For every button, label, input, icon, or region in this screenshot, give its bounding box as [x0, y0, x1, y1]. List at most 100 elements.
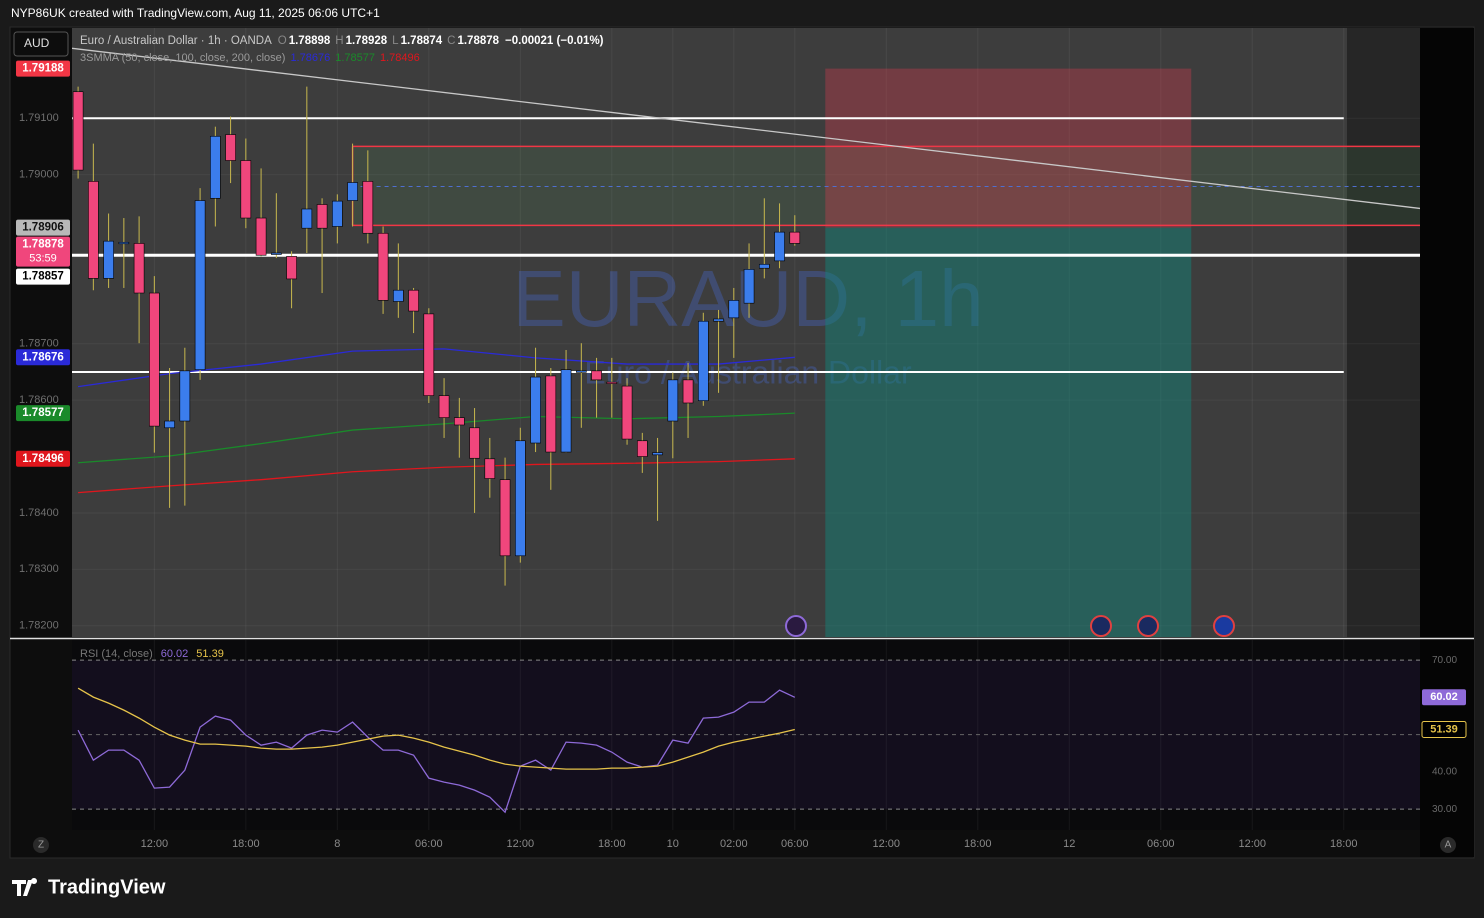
x-tick-label: 06:00: [1147, 838, 1175, 850]
candle-body: [88, 181, 99, 279]
candle-body: [347, 182, 358, 201]
change: −0.00021 (−0.01%): [505, 35, 604, 47]
scale-button-label[interactable]: Z: [38, 840, 44, 851]
rsi-legend: RSI (14, close) 60.02 51.39: [80, 648, 224, 660]
price-tag-label: 1.78857: [22, 271, 64, 283]
candle-body: [713, 318, 724, 322]
event-icon[interactable]: [1090, 615, 1112, 637]
x-tick-label: 18:00: [232, 838, 260, 850]
candle-body: [728, 300, 740, 319]
currency[interactable]: AUD: [24, 36, 50, 50]
x-tick-label: 12:00: [1238, 838, 1266, 850]
y-tick-label: 1.78600: [19, 394, 59, 406]
candle-body: [255, 217, 267, 256]
candle-body: [332, 200, 343, 227]
ohlc-value: 1.78878: [457, 35, 499, 47]
candle-body: [682, 379, 694, 404]
event-icon[interactable]: [1137, 615, 1159, 637]
axes: 12:00 18:00 8 06:00 12:00 18:00 10 02:00 06:00 12…: [16, 60, 1467, 850]
ohlc-value: 1.78898: [289, 35, 331, 47]
price-tag: [16, 268, 70, 285]
price-tag: [16, 236, 70, 267]
ma-legend: 3SMMA (50, close, 100, close, 200, close…: [80, 52, 420, 64]
rsi-line: [77, 689, 796, 814]
symbol-legend: Euro / Australian Dollar · 1h · OANDA O 1.…: [80, 35, 604, 47]
scale-button-label[interactable]: A: [1445, 840, 1452, 851]
rsi-indicator: RSI (14, close): [80, 648, 153, 660]
y-tick-label: 1.78200: [19, 620, 59, 632]
candle-body: [576, 370, 587, 373]
rsi-pane: [72, 640, 1420, 830]
scale-button[interactable]: [33, 837, 49, 853]
currency-box[interactable]: [13, 31, 69, 57]
position-risk: [825, 68, 1192, 228]
candle-body: [545, 375, 557, 453]
candle-body: [454, 417, 465, 426]
x-tick-label: 10: [667, 838, 679, 850]
rsi-tag-label: 60.02: [1430, 691, 1458, 703]
ohlc-letter: H: [335, 35, 343, 47]
trendline: [72, 47, 1420, 210]
candle-body: [698, 320, 709, 402]
candle-body: [301, 208, 313, 229]
rsi-tag: [1421, 720, 1467, 738]
candle-body: [530, 376, 541, 444]
position-reward: [825, 227, 1192, 637]
x-tick-label: 18:00: [598, 838, 626, 850]
y-tick-label: 1.78300: [19, 563, 59, 575]
price-tag-label: 1.78496: [22, 453, 64, 465]
price-tag: [16, 405, 70, 422]
candle-body: [758, 263, 770, 269]
candle-body: [469, 427, 480, 459]
candle-body: [362, 181, 374, 234]
y-tick-label: 1.79100: [19, 112, 59, 124]
candle-body: [393, 289, 404, 302]
candle-body: [484, 458, 496, 479]
candle-body: [743, 269, 755, 304]
price-tag-label: 1.78676: [22, 351, 64, 363]
y-tick-label: 1.78400: [19, 507, 59, 519]
candle-body: [499, 479, 511, 557]
rsi-tick-label: 40.00: [1432, 767, 1457, 778]
candle-body: [560, 369, 572, 453]
price-tag-label: 1.79188: [22, 63, 64, 75]
ohlc-value: 1.78874: [401, 35, 443, 47]
ohlc-value: 1.78928: [346, 35, 388, 47]
x-tick-label: 02:00: [720, 838, 748, 850]
price-tag: [16, 60, 70, 77]
y-tick-label: 1.78700: [19, 338, 59, 350]
ma-value: 1.78577: [335, 52, 375, 64]
price-tag: [16, 219, 70, 236]
candle-body: [438, 395, 450, 418]
candle-body: [606, 381, 618, 384]
plot-background-right: [1347, 28, 1420, 637]
price-tag-label: 1.78906: [22, 222, 64, 234]
rsi-tick-label: 30.00: [1432, 804, 1457, 815]
candle-body: [621, 385, 633, 440]
candle-body: [667, 379, 679, 422]
candle-body: [652, 452, 663, 456]
rsi-tag: [1422, 689, 1466, 706]
event-icon[interactable]: [1213, 615, 1235, 637]
candle-body: [225, 134, 236, 161]
candle-body: [774, 231, 785, 262]
logo-icon: [12, 878, 38, 896]
price-tag-label: 1.78878: [22, 239, 64, 251]
countdown: 53:59: [29, 253, 57, 265]
zone: [352, 146, 1420, 226]
x-tick-label: 12: [1063, 838, 1075, 850]
candle-body: [423, 313, 435, 396]
rsi-value: 51.39: [196, 648, 224, 660]
candle-body: [316, 204, 328, 229]
credit: NYP86UK created with TradingView.com, Au…: [11, 6, 380, 20]
event-icon[interactable]: [785, 615, 807, 637]
x-tick-label: 18:00: [1330, 838, 1358, 850]
candle-body: [103, 240, 114, 279]
candle-body: [789, 231, 801, 244]
candle-body: [591, 370, 602, 381]
ohlc-letter: L: [392, 35, 399, 47]
indicator: 3SMMA (50, close, 100, close, 200, close…: [80, 52, 285, 64]
scale-button[interactable]: [1440, 837, 1456, 853]
candle-body: [408, 289, 419, 312]
price-tag: [16, 450, 70, 467]
